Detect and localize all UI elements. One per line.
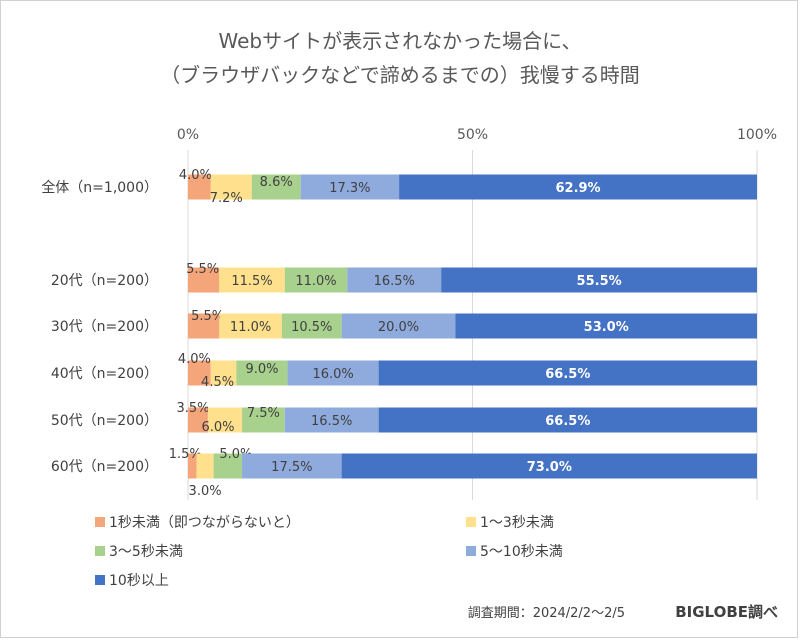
- data-label: 20.0%: [378, 320, 419, 335]
- bar-segment: [455, 313, 757, 339]
- bar-segment: [251, 174, 301, 200]
- category-label: 30代（n=200）: [51, 319, 158, 335]
- data-label: 17.3%: [329, 181, 370, 196]
- bar-segment: [210, 360, 237, 386]
- bar-segment: [341, 313, 456, 339]
- data-label: 7.5%: [247, 406, 280, 421]
- bar-segment: [287, 360, 379, 386]
- data-label: 66.5%: [545, 414, 590, 429]
- bar-segment: [188, 267, 220, 293]
- bar-segment: [284, 407, 379, 433]
- category-label: 20代（n=200）: [51, 273, 158, 289]
- legend-swatch: [95, 546, 105, 556]
- x-tick-label: 0%: [177, 127, 199, 143]
- data-label: 3.0%: [189, 484, 222, 499]
- data-label: 4.0%: [179, 168, 212, 183]
- legend-swatch: [95, 575, 105, 585]
- category-label: 40代（n=200）: [51, 366, 158, 382]
- bar-segment: [196, 453, 214, 479]
- data-label: 73.0%: [527, 460, 572, 475]
- bar-segment: [242, 453, 342, 479]
- bar-segment: [236, 360, 288, 386]
- data-label: 11.0%: [295, 274, 336, 289]
- chart-title-line-1: Webサイトが表示されなかった場合に、: [218, 29, 581, 53]
- data-label: 16.0%: [312, 367, 353, 382]
- data-label: 11.5%: [231, 274, 272, 289]
- category-label: 全体（n=1,000）: [41, 179, 158, 196]
- bar-segment: [399, 174, 757, 200]
- bar-segment: [441, 267, 757, 293]
- bar-segment: [378, 407, 757, 433]
- bar-segment: [188, 407, 208, 433]
- data-label: 10.5%: [291, 320, 332, 335]
- data-label: 16.5%: [311, 414, 352, 429]
- source-label: BIGLOBE調べ: [675, 603, 778, 621]
- data-label: 9.0%: [245, 362, 278, 377]
- category-label: 60代（n=200）: [51, 459, 158, 475]
- data-label: 3.5%: [176, 401, 209, 416]
- data-label: 8.6%: [260, 175, 293, 190]
- data-label: 16.5%: [374, 274, 415, 289]
- data-label: 66.5%: [545, 367, 590, 382]
- legend-swatch: [95, 517, 105, 527]
- bar-segment: [242, 407, 285, 433]
- bar-segment: [347, 267, 442, 293]
- data-label: 5.5%: [186, 262, 219, 277]
- data-label: 6.0%: [201, 420, 234, 435]
- bar-segment: [188, 360, 211, 386]
- bar-segment: [300, 174, 400, 200]
- legend-label: 1～3秒未満: [480, 515, 554, 531]
- bar-segment: [188, 453, 197, 479]
- data-label: 4.0%: [178, 352, 211, 367]
- bar-segment: [341, 453, 757, 479]
- bar-segment: [219, 313, 282, 339]
- legend-swatch: [466, 517, 476, 527]
- bar-segment: [281, 313, 342, 339]
- bar-segment: [207, 407, 243, 433]
- legend-label: 1秒未満（即つながらないと）: [109, 515, 300, 531]
- legend-label: 3～5秒未満: [109, 544, 183, 560]
- chart-title-line-2: （ブラウザバックなどで諦めるまでの）我慢する時間: [160, 63, 640, 87]
- data-label: 5.5%: [191, 309, 224, 324]
- bar-segment: [378, 360, 757, 386]
- data-label: 62.9%: [555, 181, 600, 196]
- legend-label: 5～10秒未満: [480, 544, 563, 560]
- bar-segment: [188, 174, 211, 200]
- data-label: 53.0%: [584, 320, 629, 335]
- x-tick-label: 50%: [457, 127, 488, 143]
- bar-segment: [188, 313, 220, 339]
- data-label: 7.2%: [210, 191, 243, 206]
- data-label: 17.5%: [271, 460, 312, 475]
- legend-swatch: [466, 546, 476, 556]
- data-label: 11.0%: [230, 320, 271, 335]
- survey-period: 調査期間：2024/2/2～2/5: [468, 606, 625, 621]
- bar-segment: [210, 174, 252, 200]
- data-label: 1.5%: [169, 447, 202, 462]
- legend-label: 10秒以上: [109, 573, 169, 589]
- x-tick-label: 100%: [737, 127, 777, 143]
- category-label: 50代（n=200）: [51, 413, 158, 429]
- bar-segment: [213, 453, 243, 479]
- data-label: 4.5%: [201, 375, 234, 390]
- data-label: 55.5%: [577, 274, 622, 289]
- bar-segment: [219, 267, 285, 293]
- bar-segment: [284, 267, 348, 293]
